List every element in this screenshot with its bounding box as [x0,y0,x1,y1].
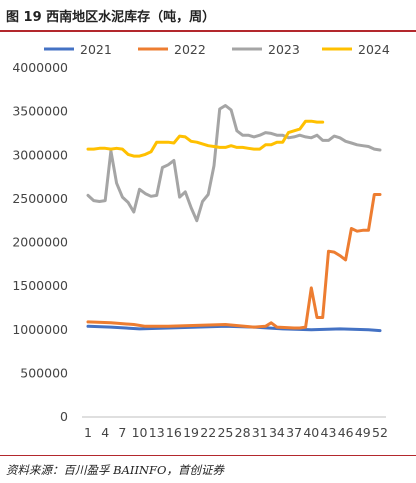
legend-label-2022: 2022 [174,42,206,57]
source-note: 资料来源：百川盈孚 BAIINFO，首创证券 [6,463,224,477]
x-tick-label: 43 [321,425,337,440]
legend-label-2024: 2024 [358,42,390,57]
y-tick-label: 2500000 [12,191,68,206]
x-tick-label: 10 [132,425,148,440]
y-tick-label: 0 [60,409,68,424]
x-tick-label: 28 [235,425,251,440]
y-axis: 0 500000 1000000 1500000 2000000 2500000 30000… [12,60,68,424]
y-tick-label: 2000000 [12,235,68,250]
series-line-2022 [86,193,382,330]
legend-label-2021: 2021 [80,42,112,57]
y-tick-label: 500000 [20,365,68,380]
x-tick-label: 34 [269,425,285,440]
x-tick-label: 19 [183,425,199,440]
x-tick-label: 31 [252,425,268,440]
y-tick-label: 1500000 [12,278,68,293]
x-tick-label: 22 [200,425,216,440]
x-tick-label: 16 [166,425,182,440]
title-divider [0,30,416,32]
y-tick-label: 4000000 [12,60,68,75]
x-tick-label: 52 [372,425,388,440]
figure-title: 图 19 西南地区水泥库存（吨，周） [6,10,216,25]
series-line-2021 [86,324,382,333]
x-tick-label: 49 [355,425,371,440]
x-tick-label: 13 [149,425,165,440]
series-line-2023 [86,104,382,223]
y-tick-label: 1000000 [12,322,68,337]
y-tick-label: 3500000 [12,104,68,119]
x-tick-label: 7 [118,425,126,440]
legend-label-2023: 2023 [268,42,300,57]
x-axis: 1 4 7 10 13 16 19 22 25 28 31 34 37 40 43 46 49 52 [82,416,388,440]
line-chart: 2021 2022 2023 2024 0 500000 1000000 1500000 20… [12,42,390,440]
series-line-2024 [86,119,325,158]
x-tick-label: 25 [217,425,233,440]
x-tick-label: 4 [101,425,109,440]
chart-legend: 2021 2022 2023 2024 [44,42,390,57]
x-tick-label: 46 [338,425,354,440]
x-tick-label: 37 [286,425,302,440]
x-tick-label: 1 [84,425,92,440]
y-tick-label: 3000000 [12,147,68,162]
series-lines [86,104,382,333]
x-tick-label: 40 [303,425,319,440]
source-divider [0,455,416,456]
